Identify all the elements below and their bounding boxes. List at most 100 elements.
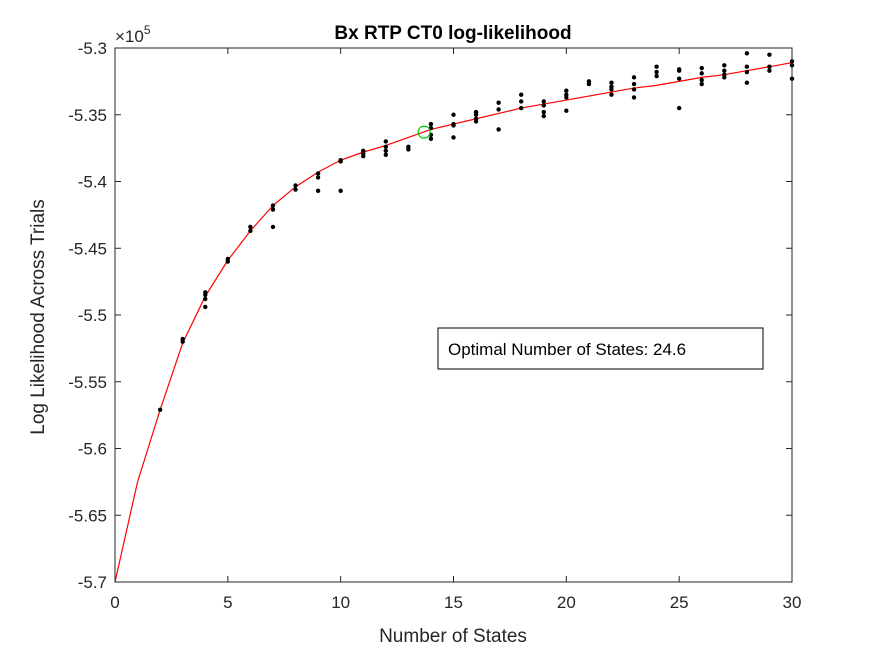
data-point [293,183,298,188]
data-point [564,108,569,113]
data-point [338,188,343,194]
y-axis-ticks: -5.7 -5.65 -5.6 -5.55 -5.5 -5.45 -5.4 -5.35 -5.3 [68,39,792,592]
data-point [609,87,614,92]
data-point [699,71,704,76]
data-point [744,80,750,85]
data-point [631,87,637,92]
data-point [541,99,546,104]
data-point [496,100,501,105]
data-point [315,175,321,180]
data-point [699,81,704,87]
x-tick-label: 10 [331,593,350,612]
data-point [270,207,276,212]
data-point [541,113,546,119]
data-point [564,95,569,100]
annotation-text: Optimal Number of States: 24.6 [448,340,686,359]
data-point [654,69,659,75]
data-point [293,187,298,192]
data-point [519,99,524,104]
data-point [631,81,637,87]
x-tick-label: 0 [110,593,119,612]
data-point [428,121,434,127]
data-point [383,139,388,144]
y-tick-label: -5.4 [78,173,107,192]
y-axis-exponent-power: 5 [144,23,151,37]
data-point [203,304,208,310]
x-tick-label: 5 [223,593,232,612]
data-point [451,123,456,128]
data-point [744,51,750,56]
data-point [383,152,388,157]
data-point [406,147,411,152]
data-point [676,68,682,73]
x-tick-label: 25 [670,593,689,612]
data-point [541,103,546,108]
data-point [767,52,772,57]
data-point [428,136,434,141]
data-point [473,119,479,124]
data-point [609,80,614,85]
data-point [699,77,704,83]
optimal-point-marker [417,125,431,139]
y-tick-label: -5.35 [68,106,107,125]
data-point [654,73,659,79]
data-point [248,224,253,230]
x-tick-label: 20 [557,593,576,612]
data-point [654,64,659,69]
data-point [676,105,682,111]
data-point [767,64,772,69]
data-point [338,159,343,164]
data-point [361,153,366,159]
data-point [451,135,456,140]
chart-title: Bx RTP CT0 log-likelihood [334,23,571,44]
data-point [203,292,208,298]
data-point [699,65,704,71]
data-point [676,76,682,81]
data-point [315,188,321,194]
x-axis-label: Number of States [379,626,527,647]
x-tick-label: 30 [783,593,802,612]
data-point [180,339,185,344]
annotation-box: Optimal Number of States: 24.6 [437,327,764,370]
y-tick-label: -5.65 [68,506,107,525]
data-point [609,92,614,97]
data-point [496,107,501,112]
data-point [157,407,163,412]
data-point [767,68,772,73]
data-point [203,296,208,302]
data-point [744,64,750,69]
data-point [473,112,479,117]
x-axis-ticks: 0 5 10 15 20 25 30 [110,48,801,612]
data-point [225,259,231,264]
data-point [586,81,592,87]
data-point [383,148,388,153]
data-point [519,105,524,111]
y-tick-label: -5.5 [78,306,107,325]
x-tick-label: 15 [444,593,463,612]
data-point [631,95,637,100]
data-point [383,144,388,149]
data-point [631,75,637,80]
data-point [270,224,276,230]
data-point [496,127,501,132]
y-tick-label: -5.7 [78,573,107,592]
data-point [722,75,727,80]
y-tick-label: -5.55 [68,373,107,392]
data-point [248,228,253,234]
y-tick-label: -5.3 [78,39,107,58]
data-point [722,63,727,68]
data-point [451,112,456,117]
data-point [519,92,524,97]
data-point [564,88,569,93]
y-axis-label: Log Likelihood Across Trials [28,199,49,435]
y-tick-label: -5.45 [68,239,107,258]
y-tick-label: -5.6 [78,440,107,459]
data-point [722,68,727,73]
y-axis-exponent-base: ×10 [115,27,144,46]
data-point [744,69,750,75]
data-point [541,109,546,115]
y-axis-exponent: ×105 [115,23,151,46]
plot-content [114,51,795,583]
data-point [315,171,321,176]
